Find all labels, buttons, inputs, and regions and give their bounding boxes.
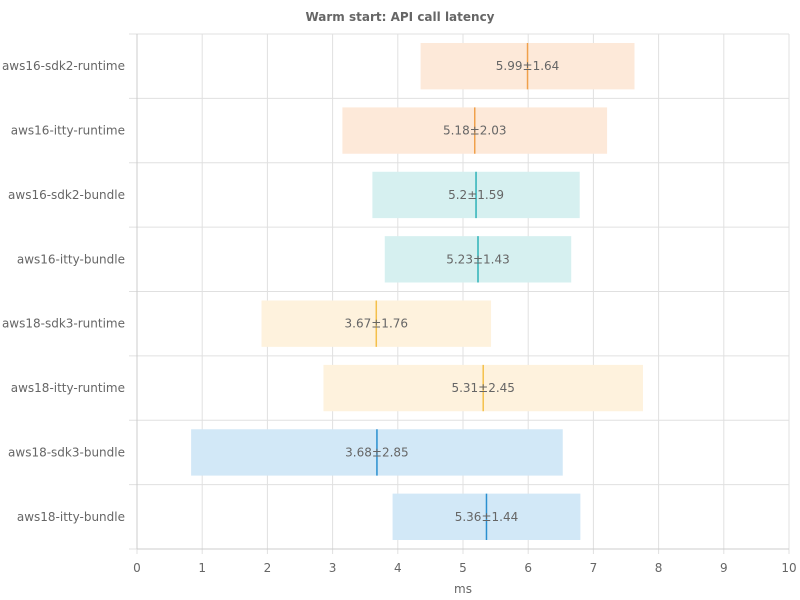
x-tick-label: 7 (590, 561, 598, 575)
category-label: aws16-sdk2-bundle (8, 188, 125, 202)
x-tick-label: 5 (459, 561, 467, 575)
value-label: 5.18±2.03 (443, 124, 507, 138)
x-tick-label: 3 (329, 561, 337, 575)
category-label: aws18-sdk3-runtime (2, 317, 125, 331)
x-tick-label: 2 (264, 561, 272, 575)
category-label: aws18-itty-bundle (17, 510, 125, 524)
category-label: aws18-sdk3-bundle (8, 445, 125, 459)
value-label: 5.36±1.44 (455, 510, 519, 524)
x-axis-ticks: 0 1 2 3 4 5 6 7 8 9 10 (133, 561, 796, 575)
value-label: 5.2±1.59 (448, 188, 504, 202)
x-tick-label: 0 (133, 561, 141, 575)
x-tick-label: 6 (524, 561, 532, 575)
value-label: 5.99±1.64 (496, 59, 560, 73)
category-label: aws16-itty-runtime (11, 124, 125, 138)
x-tick-label: 4 (394, 561, 402, 575)
value-label: 3.67±1.76 (345, 317, 409, 331)
x-tick-label: 10 (781, 561, 796, 575)
category-label: aws16-itty-bundle (17, 252, 125, 266)
value-label: 3.68±2.85 (345, 445, 409, 459)
value-label: 5.31±2.45 (451, 381, 515, 395)
category-labels: aws16-sdk2-runtime aws16-itty-runtime aws1… (2, 59, 125, 524)
bars: 5.99±1.64 5.18±2.03 5.2±1.59 5.23±1.43 3.67±… (191, 43, 643, 540)
x-tick-label: 9 (720, 561, 728, 575)
x-tick-label: 1 (198, 561, 206, 575)
x-tick-label: 8 (655, 561, 663, 575)
category-label: aws18-itty-runtime (11, 381, 125, 395)
value-label: 5.23±1.43 (446, 252, 510, 266)
category-label: aws16-sdk2-runtime (2, 59, 125, 73)
x-axis-label: ms (454, 582, 472, 596)
chart-title: Warm start: API call latency (305, 10, 494, 24)
